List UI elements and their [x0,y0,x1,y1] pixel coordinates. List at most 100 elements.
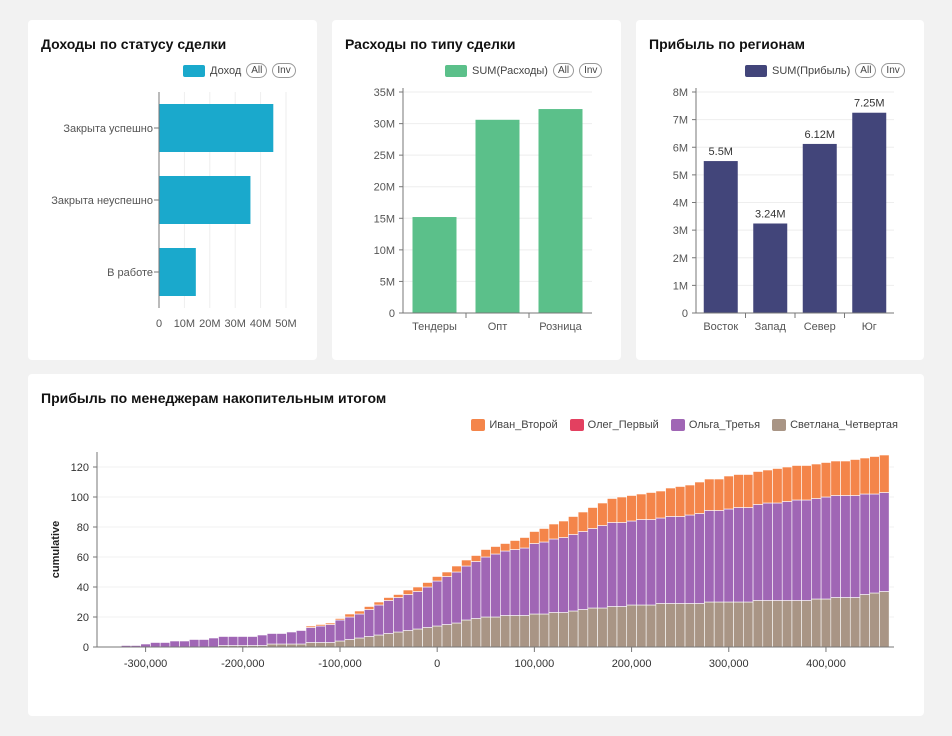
bar-1 [703,161,738,313]
bar-3 [802,143,837,313]
legend-all-button[interactable]: All [855,63,877,78]
legend-all-button[interactable]: All [246,63,268,78]
stack-segment [849,597,861,648]
legend-label[interactable]: Доход [210,64,242,77]
stack-segment [500,550,511,616]
y-tick-label: 40 [77,582,89,594]
stack-segment [820,598,832,648]
stack-segment [509,540,521,550]
legend-invert-button[interactable]: Inv [272,63,296,78]
stack-segment [606,606,618,648]
stack-segment [150,642,161,648]
stack-segment [791,465,802,501]
stack-segment [655,603,666,648]
data-label: 6.12M [804,129,835,141]
stack-segment [655,490,666,519]
stack-segment [169,640,180,648]
stack-segment [218,636,229,646]
stack-segment [869,592,880,648]
legend-invert-button[interactable]: Inv [579,63,603,78]
stack-segment [538,613,550,648]
stack-segment [344,639,355,648]
stack-segment [432,625,443,648]
stack-segment [713,478,725,511]
bar-2 [159,176,251,224]
legend-swatch [745,64,767,77]
stack-segment [412,628,423,648]
stack-segment [373,634,385,648]
stack-segment [402,630,414,648]
stack-segment [840,597,851,648]
legend-label[interactable]: SUM(Расходы) [472,64,548,77]
bar-2 [475,119,520,313]
y-tick-label: 4M [673,198,688,210]
stack-segment [791,600,802,648]
x-tick-label: Восток [703,321,738,333]
legend-swatch [772,419,787,431]
panel-title: Расходы по типу сделки [345,36,516,52]
stack-segment [548,612,559,648]
stack-segment [684,514,696,604]
stack-segment [344,616,355,640]
stack-segment [869,456,880,495]
stack-segment [480,549,491,558]
legend-label[interactable]: SUM(Прибыль) [772,64,851,77]
stack-segment [577,609,589,648]
legend-invert-button[interactable]: Inv [881,63,905,78]
legend-all-button[interactable]: All [552,63,575,78]
x-tick-label: 400,000 [806,658,846,670]
y-tick-label: 20M [374,182,395,194]
stack-segment [441,571,453,577]
x-tick-label: Юг [862,321,877,333]
x-tick-label: 10M [174,318,195,330]
stack-segment [373,604,385,636]
legend-item-ivan[interactable]: Иван_Второй [471,419,558,431]
stack-segment [830,495,841,598]
stack-segment [645,492,657,520]
cumulative-stacked-chart: 0 20 40 60 80 100 120 -300,000 -200,000 -100,000 0… [50,452,894,670]
stack-segment [179,640,190,648]
stack-segment [354,637,365,648]
y-tick-label: 7M [673,115,688,127]
stack-segment [587,607,598,648]
y-tick-label: 10M [374,245,395,257]
stack-segment [859,594,871,648]
legend-item-oleg[interactable]: Олег_Первый [569,419,659,431]
stack-segment [237,636,248,646]
stack-segment [461,619,472,648]
stack-segment [529,613,540,648]
stack-segment [529,543,540,615]
stack-segment [305,627,316,643]
stack-segment [325,624,336,643]
stack-segment [568,516,579,535]
stack-segment [587,507,598,529]
panel-title: Доходы по статусу сделки [41,36,227,52]
stack-segment [772,600,783,648]
stack-segment [830,460,841,496]
stack-segment [363,609,375,637]
y-tick-label: 5M [380,276,395,288]
chart-legend: Иван_Второй Олег_Первый Ольга_Третья Све… [459,419,898,431]
expenses-bar-chart: 0 5M 10M 15M 20M 25M 30M 35M Тендеры Опт Розница [374,87,592,333]
stack-segment [665,516,676,604]
stack-segment [869,493,880,594]
stack-segment [451,565,462,573]
x-tick-label: 200,000 [612,658,652,670]
legend-item-olga[interactable]: Ольга_Третья [670,419,761,431]
stack-segment [354,610,365,615]
stack-segment [606,522,618,607]
stack-segment [694,603,705,648]
y-tick-label: 25M [374,150,395,162]
stack-segment [198,639,210,648]
stack-segment [266,633,278,645]
stack-segment [393,631,404,648]
bar-3 [159,248,196,296]
stack-segment [383,597,394,601]
y-tick-label: 5M [673,170,688,182]
y-tick-label: 8M [673,87,688,99]
stack-segment [859,457,871,495]
stack-segment [276,633,287,645]
legend-label: Ольга_Третья [688,419,761,431]
legend-item-svetlana[interactable]: Светлана_Четвертая [772,419,898,431]
stack-segment [383,633,394,648]
